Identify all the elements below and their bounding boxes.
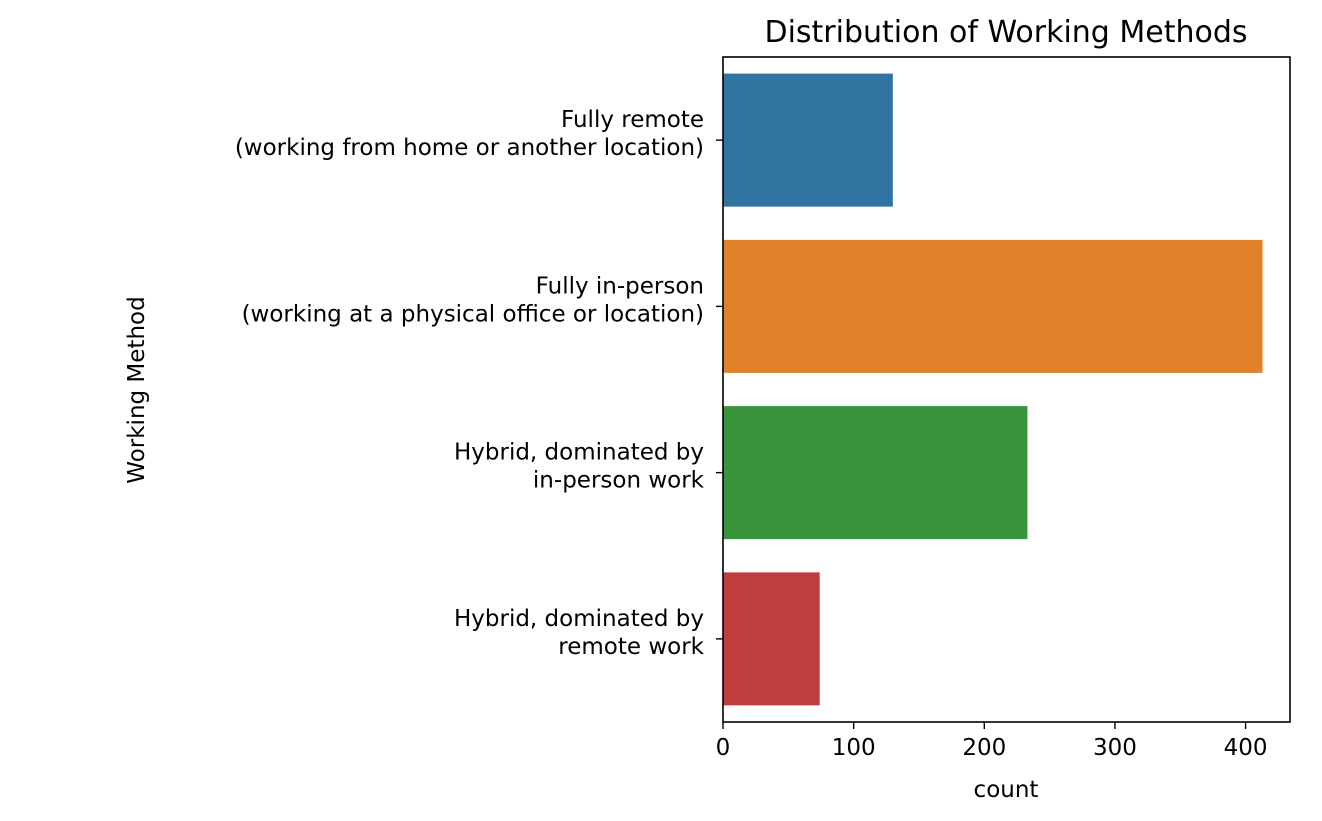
bar-1	[723, 73, 893, 207]
x-tick-label-100: 100	[832, 735, 876, 761]
y-tick-label-line: remote work	[558, 634, 704, 660]
chart-title: Distribution of Working Methods	[764, 15, 1247, 50]
bar-2	[723, 239, 1263, 373]
y-tick-label-3: Hybrid, dominated by in-person work	[454, 440, 705, 494]
y-tick-label-line: (working from home or another location)	[235, 135, 704, 161]
y-tick-label-4: Hybrid, dominated by remote work	[454, 606, 705, 660]
x-tick-label-400: 400	[1224, 735, 1268, 761]
y-tick-label-line: in-person work	[533, 468, 705, 494]
x-tick-label-200: 200	[962, 735, 1006, 761]
y-axis-label: Working Method	[124, 296, 150, 483]
y-tick-label-1: Fully remote (working from home or anothe…	[235, 107, 704, 161]
y-tick-label-line: (working at a physical office or locatio…	[242, 301, 704, 327]
y-tick-label-line: Fully in-person	[536, 273, 704, 299]
bar-3	[723, 406, 1028, 540]
y-tick-label-line: Hybrid, dominated by	[454, 440, 704, 466]
y-tick-label-2: Fully in-person (working at a physical of…	[242, 273, 704, 327]
x-axis-label: count	[974, 777, 1039, 803]
x-tick-label-0: 0	[716, 735, 731, 761]
bar-4	[723, 572, 820, 706]
plot-area: 0 100 200 300 400 Fully remote (working from h…	[235, 56, 1291, 761]
plot-frame	[722, 56, 1291, 723]
y-tick-label-line: Fully remote	[561, 107, 704, 133]
x-tick-label-300: 300	[1093, 735, 1137, 761]
y-tick-label-line: Hybrid, dominated by	[454, 606, 704, 632]
